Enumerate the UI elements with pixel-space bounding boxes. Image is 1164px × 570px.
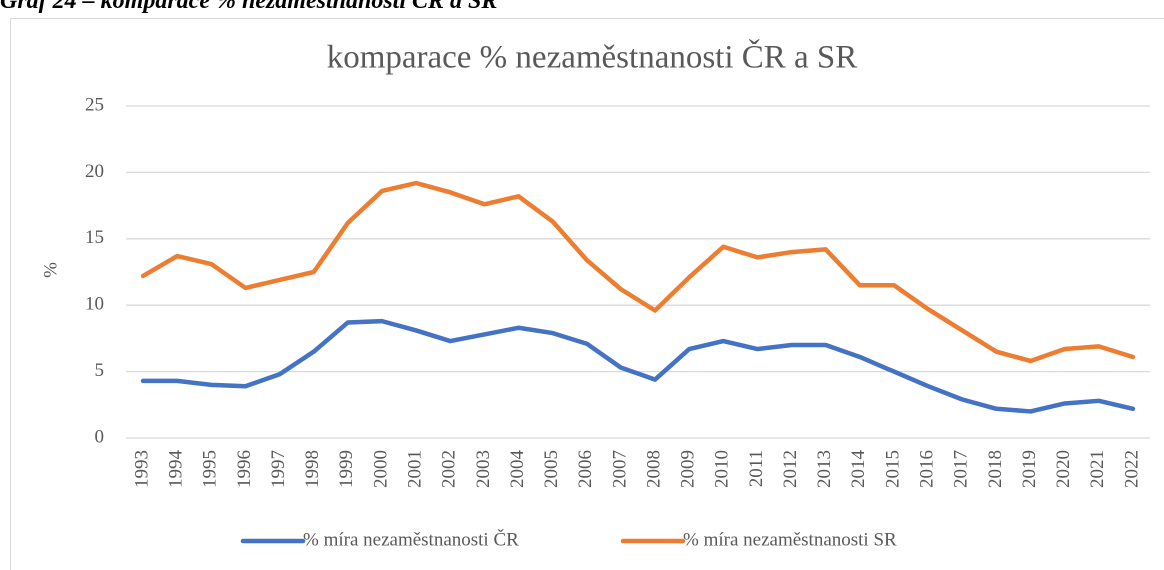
chart-title: komparace % nezaměstnanosti ČR a SR xyxy=(327,38,858,76)
x-tick-label: 1998 xyxy=(302,450,323,488)
x-tick-label: 2008 xyxy=(643,450,664,488)
x-tick-label: 1995 xyxy=(200,450,221,488)
x-tick-label: 2001 xyxy=(404,450,425,488)
x-tick-label: 2012 xyxy=(780,450,801,488)
x-tick-label: 2017 xyxy=(951,450,972,488)
x-tick-label: 2016 xyxy=(916,450,937,488)
x-tick-label: 2009 xyxy=(678,450,699,488)
x-tick-label: 2019 xyxy=(1019,450,1040,488)
y-axis-label: % xyxy=(40,262,61,278)
x-tick-label: 2015 xyxy=(882,450,903,488)
y-tick-label: 0 xyxy=(95,426,105,447)
x-tick-label: 2011 xyxy=(746,450,767,487)
x-tick-label: 2004 xyxy=(507,450,528,489)
x-tick-label: 1997 xyxy=(268,450,289,488)
legend-label: % míra nezaměstnanosti ČR xyxy=(303,528,519,550)
x-tick-label: 2013 xyxy=(814,450,835,488)
x-tick-label: 2005 xyxy=(541,450,562,488)
x-tick-label: 1996 xyxy=(234,450,255,488)
line-series xyxy=(140,180,1136,364)
y-tick-label: 10 xyxy=(85,294,104,315)
x-tick-label: 2020 xyxy=(1053,450,1074,488)
y-tick-label: 25 xyxy=(85,94,104,115)
line-series xyxy=(140,318,1136,414)
y-tick-label: 20 xyxy=(85,161,104,182)
x-tick-label: 2022 xyxy=(1121,450,1142,488)
x-tick-label: 2021 xyxy=(1087,450,1108,488)
x-tick-label: 1999 xyxy=(336,450,357,488)
x-tick-label: 2014 xyxy=(848,450,869,489)
legend-label: % míra nezaměstnanosti SR xyxy=(683,529,897,550)
y-tick-label: 5 xyxy=(95,360,105,381)
x-tick-label: 1993 xyxy=(131,450,152,488)
chart-border xyxy=(10,18,1164,570)
x-tick-label: 2006 xyxy=(575,450,596,488)
x-tick-label: 2010 xyxy=(712,450,733,488)
x-tick-label: 2018 xyxy=(985,450,1006,488)
x-tick-label: 2002 xyxy=(439,450,460,488)
x-tick-label: 1994 xyxy=(166,450,187,489)
x-tick-label: 2007 xyxy=(609,450,630,488)
y-tick-label: 15 xyxy=(85,227,104,248)
x-tick-label: 2000 xyxy=(370,450,391,488)
x-tick-label: 2003 xyxy=(473,450,494,488)
caption: Graf 24 – komparace % nezaměstnanosti ČR… xyxy=(0,0,497,14)
